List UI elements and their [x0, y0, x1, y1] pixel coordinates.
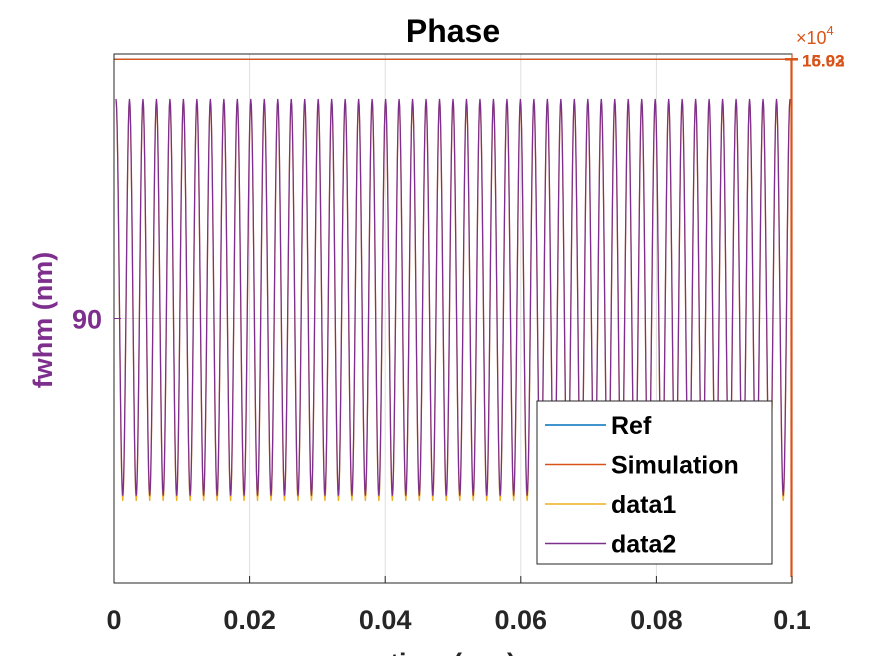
legend-label: Simulation [611, 452, 739, 480]
x-tick-label: 0.06 [495, 605, 548, 635]
series-line-data2 [115, 98, 791, 496]
right-y-tick-label: 16.93 [802, 51, 845, 70]
exponent-power: 4 [827, 23, 834, 38]
left-y-tick-labels: 90 [72, 305, 121, 335]
legend-label: data1 [611, 491, 676, 519]
x-axis-label: time (sec) [390, 648, 516, 656]
y-tick-label: 90 [72, 305, 102, 335]
right-axis-exponent: ×104 [796, 23, 834, 48]
legend-label: Ref [611, 412, 652, 440]
svg-text:×104: ×104 [796, 23, 834, 48]
y-axis-label: fwhm (nm) [28, 252, 58, 388]
exponent-base: 10 [807, 28, 827, 48]
right-y-tick-label: 15.02 [802, 51, 845, 70]
x-tick-label: 0.1 [773, 605, 811, 635]
legend: Ref Simulation data1 data2 [536, 400, 773, 565]
x-tick-label: 0.04 [359, 605, 412, 635]
legend-box [536, 400, 773, 565]
chart-title: Phase [406, 13, 500, 49]
x-tick-label: 0.02 [223, 605, 276, 635]
x-tick-label: 0.08 [630, 605, 683, 635]
x-tick-labels: 0 0.02 0.04 0.06 0.08 0.1 [106, 576, 811, 635]
x-tick-label: 0 [106, 605, 121, 635]
legend-label: data2 [611, 531, 676, 559]
